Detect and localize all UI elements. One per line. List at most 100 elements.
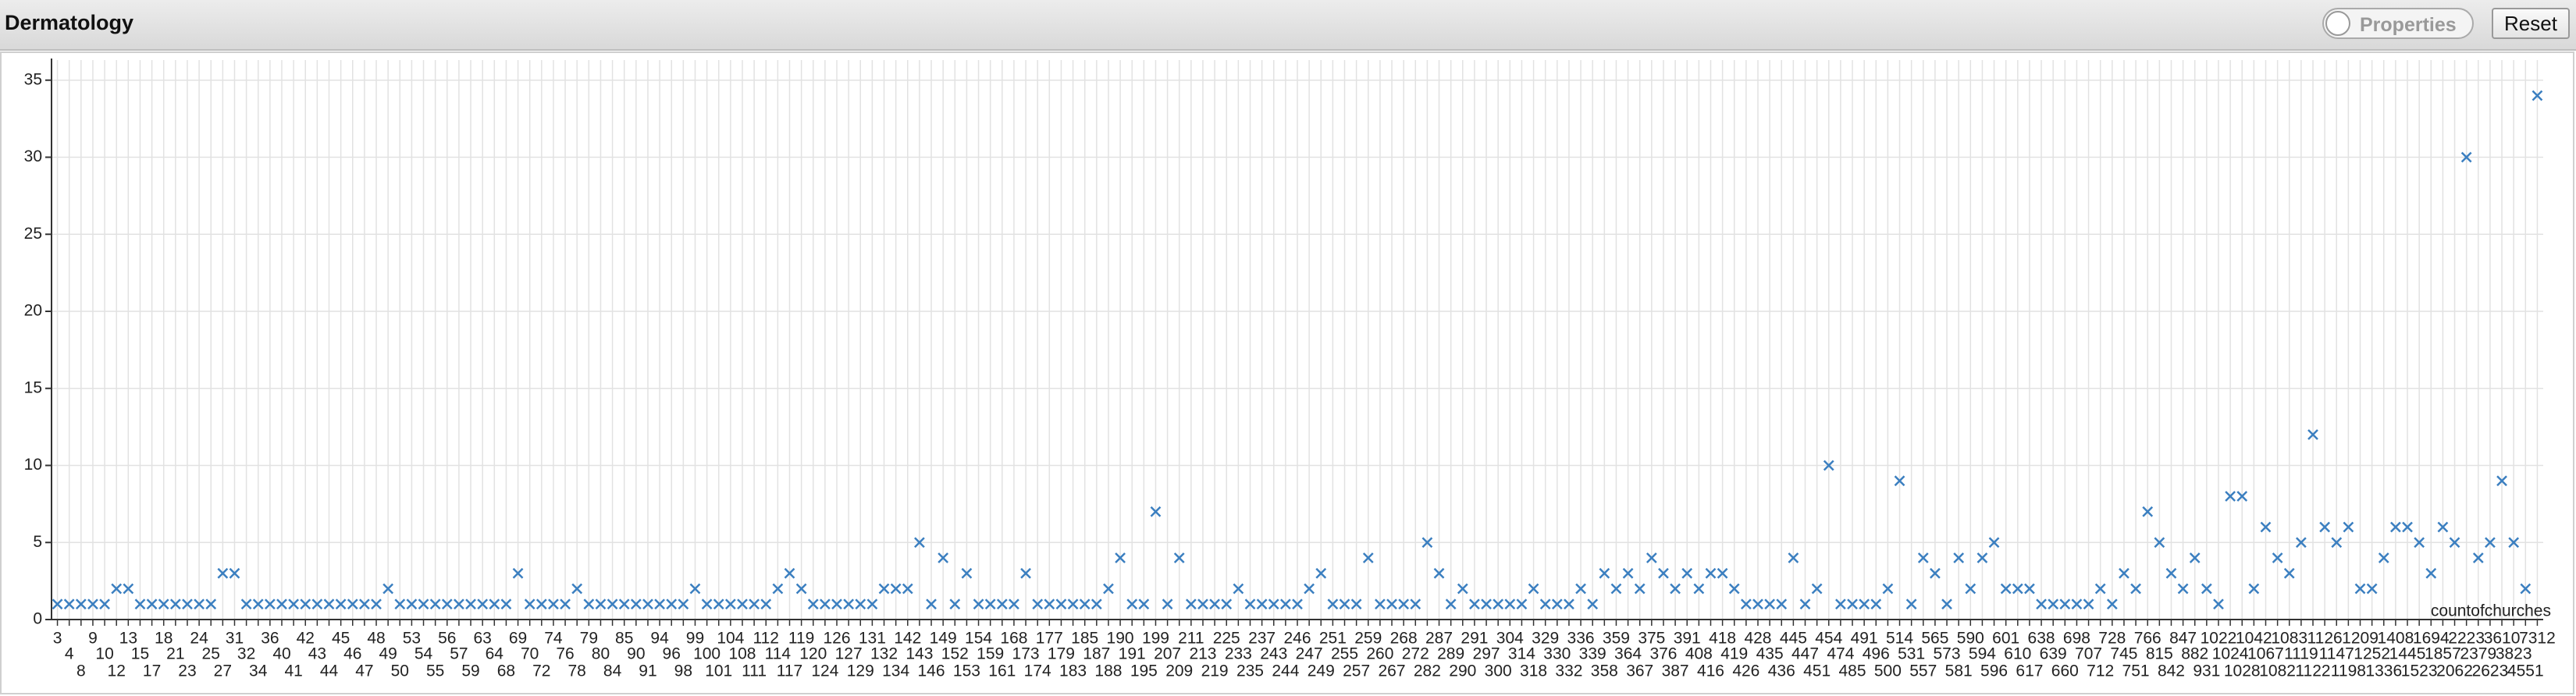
point-marker	[1610, 583, 1622, 595]
x-tick-label: 336	[1567, 630, 1595, 648]
point-marker	[878, 583, 890, 595]
point-marker	[831, 598, 842, 610]
x-tick-label: 134	[882, 662, 909, 680]
point-marker	[1504, 598, 1516, 610]
point-marker	[1268, 598, 1279, 610]
point-marker	[1670, 583, 1681, 595]
point-marker	[1032, 598, 1044, 610]
x-tick-label: 219	[1201, 662, 1229, 680]
point-marker	[87, 598, 98, 610]
x-tick-label: 159	[977, 645, 1004, 663]
x-tick-label: 291	[1461, 630, 1488, 648]
x-tick-label: 1209	[2342, 630, 2379, 648]
x-tick-label: 177	[1036, 630, 1063, 648]
x-tick-label: 183	[1059, 662, 1087, 680]
x-tick-label: 78	[568, 662, 586, 680]
point-marker	[1457, 583, 1468, 595]
x-tick-label: 47	[355, 662, 373, 680]
point-marker	[240, 598, 252, 610]
x-tick-label: 660	[2051, 662, 2079, 680]
point-marker	[2307, 429, 2318, 440]
x-tick-label: 49	[379, 645, 397, 663]
x-tick-label: 815	[2146, 645, 2173, 663]
point-marker	[1776, 598, 1788, 610]
point-marker	[1930, 567, 1941, 579]
x-tick-label: 4	[65, 645, 74, 663]
point-marker	[2508, 537, 2520, 549]
x-tick-label: 44	[320, 662, 339, 680]
x-tick-label: 2379	[2460, 645, 2496, 663]
point-marker	[1965, 583, 1976, 595]
point-marker	[1421, 537, 1433, 549]
x-tick-label: 9	[88, 630, 98, 648]
x-tick-label: 251	[1319, 630, 1347, 648]
point-marker	[784, 567, 795, 579]
point-marker	[1551, 598, 1563, 610]
point-marker	[1138, 598, 1150, 610]
point-marker	[583, 598, 595, 610]
point-marker	[1953, 552, 1965, 563]
point-marker	[1162, 598, 1173, 610]
point-marker	[618, 598, 630, 610]
x-tick-label: 451	[1803, 662, 1831, 680]
point-marker	[99, 598, 110, 610]
x-tick-label: 24	[190, 630, 208, 648]
x-tick-label: 387	[1662, 662, 1689, 680]
x-tick-label: 297	[1473, 645, 1500, 663]
point-marker	[1799, 598, 1811, 610]
point-marker	[512, 567, 524, 579]
x-tick-label: 187	[1083, 645, 1110, 663]
x-tick-label: 45	[332, 630, 350, 648]
x-tick-label: 391	[1674, 630, 1701, 648]
x-tick-label: 610	[2004, 645, 2031, 663]
x-tick-label: 72	[532, 662, 550, 680]
x-tick-label: 149	[930, 630, 957, 648]
point-marker	[2130, 583, 2141, 595]
point-marker	[1941, 598, 1952, 610]
x-tick-label: 1042	[2236, 630, 2272, 648]
point-marker	[807, 598, 819, 610]
point-marker	[595, 598, 607, 610]
point-marker	[2213, 598, 2224, 610]
chart: 05101520253035countofchurches34891012131…	[0, 51, 2574, 694]
point-marker	[2071, 598, 2083, 610]
x-tick-label: 31	[226, 630, 244, 648]
point-marker	[1882, 583, 1894, 595]
x-tick-label: 596	[1980, 662, 2008, 680]
point-marker	[2402, 521, 2413, 533]
x-tick-label: 594	[1969, 645, 1996, 663]
x-tick-label: 376	[1649, 645, 1677, 663]
x-tick-label: 209	[1165, 662, 1193, 680]
x-tick-label: 131	[859, 630, 886, 648]
x-tick-label: 1082	[2259, 662, 2296, 680]
x-tick-label: 41	[284, 662, 302, 680]
y-tick-label: 10	[24, 456, 42, 474]
x-tick-label: 84	[603, 662, 622, 680]
point-marker	[760, 598, 772, 610]
x-tick-label: 48	[367, 630, 385, 648]
point-marker	[1917, 552, 1929, 563]
x-tick-label: 174	[1024, 662, 1051, 680]
point-marker	[1292, 598, 1303, 610]
point-marker	[1717, 567, 1728, 579]
point-marker	[75, 598, 87, 610]
point-marker	[454, 598, 464, 610]
reset-button[interactable]: Reset	[2492, 8, 2570, 39]
x-tick-label: 68	[497, 662, 515, 680]
x-tick-label: 173	[1012, 645, 1040, 663]
x-tick-label: 17	[143, 662, 161, 680]
x-tick-label: 1067	[2247, 645, 2284, 663]
x-tick-label: 304	[1496, 630, 1524, 648]
x-tick-label: 199	[1142, 630, 1169, 648]
x-tick-label: 59	[461, 662, 479, 680]
point-marker	[1304, 583, 1315, 595]
x-tick-label: 12	[108, 662, 126, 680]
properties-toggle[interactable]: Properties	[2322, 8, 2474, 39]
x-tick-label: 255	[1331, 645, 1358, 663]
y-tick-label: 20	[24, 302, 42, 320]
x-tick-label: 211	[1178, 630, 1204, 648]
x-tick-label: 445	[1780, 630, 1807, 648]
point-marker	[701, 598, 713, 610]
x-tick-label: 127	[835, 645, 863, 663]
point-marker	[2366, 583, 2378, 595]
